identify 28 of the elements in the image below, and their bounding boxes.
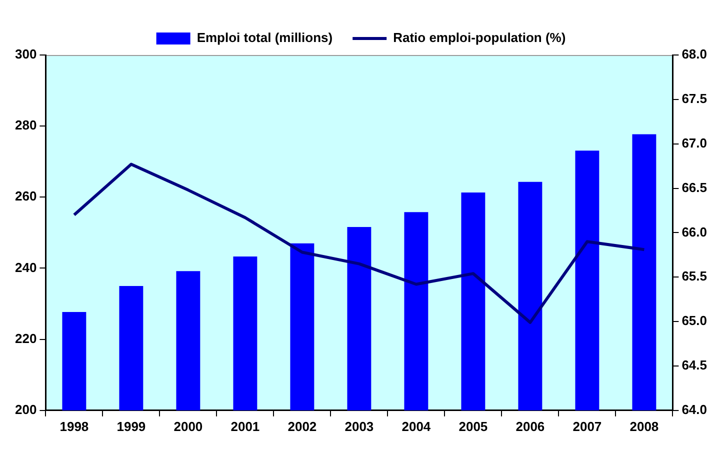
legend-label: Ratio emploi-population (%) xyxy=(393,30,566,46)
y2-tick-label: 65.0 xyxy=(682,313,708,328)
legend-label: Emploi total (millions) xyxy=(196,30,333,46)
x-tick-label: 2007 xyxy=(572,418,602,434)
y-tick-label: 200 xyxy=(14,402,37,417)
y2-tick-label: 68.0 xyxy=(682,46,708,62)
y-tick-label: 300 xyxy=(14,46,37,62)
y-tick-label: 260 xyxy=(14,188,37,204)
x-tick-label: 2005 xyxy=(458,418,488,434)
x-tick-label: 2003 xyxy=(344,418,374,434)
x-tick-label: 2004 xyxy=(402,418,432,434)
y2-tick-label: 64.0 xyxy=(682,402,708,417)
x-tick-label: 2008 xyxy=(630,418,659,434)
y2-tick-label: 64.5 xyxy=(682,358,708,373)
y-tick-label: 280 xyxy=(14,118,37,133)
x-tick-label: 2001 xyxy=(230,418,260,434)
x-tick-label: 2002 xyxy=(288,418,317,434)
y2-tick-label: 67.0 xyxy=(682,135,708,150)
y2-tick-label: 67.5 xyxy=(682,91,708,106)
x-tick-label: 2000 xyxy=(174,418,203,434)
y-tick-label: 220 xyxy=(14,330,37,346)
y2-tick-label: 65.5 xyxy=(682,268,708,284)
x-tick-label: 1999 xyxy=(116,418,146,434)
y-tick-label: 240 xyxy=(14,260,37,275)
x-tick-label: 1998 xyxy=(60,418,89,434)
x-tick-label: 2006 xyxy=(516,418,545,434)
y2-tick-label: 66.5 xyxy=(682,180,708,195)
y2-tick-label: 66.0 xyxy=(682,224,708,240)
